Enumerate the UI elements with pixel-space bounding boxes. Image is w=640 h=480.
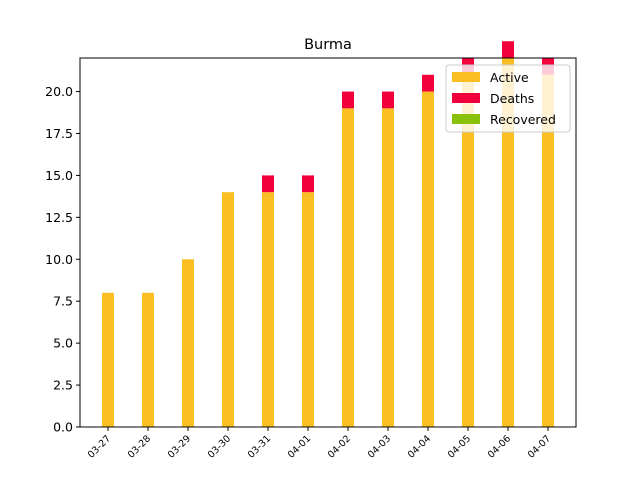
y-tick-label: 17.5	[45, 126, 73, 141]
bar-active-03-27	[102, 292, 114, 427]
x-tick-label: 04-04	[406, 433, 433, 460]
bar-active-04-02	[342, 108, 354, 428]
y-axis: 0.0 2.5 5.0 7.5 10.0 12.5 15.0 17.5 20.0	[45, 84, 80, 435]
bar-active-04-03	[382, 108, 394, 428]
legend-swatch-recovered	[452, 114, 480, 124]
x-tick-label: 03-27	[86, 433, 113, 460]
bar-active-04-05	[462, 74, 474, 427]
bar-deaths-04-04	[422, 74, 434, 92]
legend-swatch-active	[452, 72, 480, 82]
x-axis: 03-27 03-28 03-29 03-30 03-31 04-01 04-02 04-03…	[86, 427, 553, 461]
y-tick-label: 10.0	[45, 252, 73, 267]
legend-label-recovered: Recovered	[490, 112, 556, 127]
x-tick-label: 03-30	[206, 433, 233, 460]
bar-active-04-06	[502, 58, 514, 427]
legend-label-active: Active	[490, 70, 529, 85]
y-tick-label: 12.5	[45, 210, 73, 225]
x-tick-label: 04-06	[486, 433, 513, 460]
bar-deaths-04-01	[302, 175, 314, 193]
y-tick-label: 5.0	[53, 336, 73, 351]
y-tick-label: 0.0	[53, 420, 73, 435]
x-tick-label: 04-02	[326, 433, 353, 460]
x-tick-label: 03-28	[126, 433, 153, 460]
bar-active-04-04	[422, 91, 434, 427]
x-tick-label: 04-01	[286, 433, 313, 460]
x-tick-label: 04-05	[446, 433, 473, 460]
bar-deaths-03-31	[262, 175, 274, 193]
bar-active-03-29	[182, 259, 194, 427]
chart-title: Burma	[304, 37, 352, 53]
bar-active-03-31	[262, 192, 274, 427]
y-tick-label: 7.5	[53, 294, 73, 309]
bars-group	[102, 41, 554, 428]
bar-deaths-04-06	[502, 41, 514, 58]
legend-swatch-deaths	[452, 93, 480, 103]
bar-active-03-30	[222, 192, 234, 427]
bar-deaths-04-03	[382, 91, 394, 109]
x-tick-label: 04-03	[366, 433, 393, 460]
legend-label-deaths: Deaths	[490, 91, 534, 106]
plot-frame	[79, 57, 577, 428]
bar-active-03-28	[142, 292, 154, 427]
bar-active-04-07	[542, 74, 554, 427]
y-tick-label: 20.0	[45, 84, 73, 99]
x-tick-label: 04-07	[526, 433, 553, 460]
y-tick-label: 15.0	[45, 168, 73, 183]
x-tick-label: 03-29	[166, 433, 193, 460]
bar-deaths-04-02	[342, 91, 354, 109]
legend: Active Deaths Recovered	[445, 64, 571, 133]
x-tick-label: 03-31	[246, 433, 273, 460]
y-tick-label: 2.5	[53, 378, 73, 393]
bar-active-04-01	[302, 192, 314, 427]
